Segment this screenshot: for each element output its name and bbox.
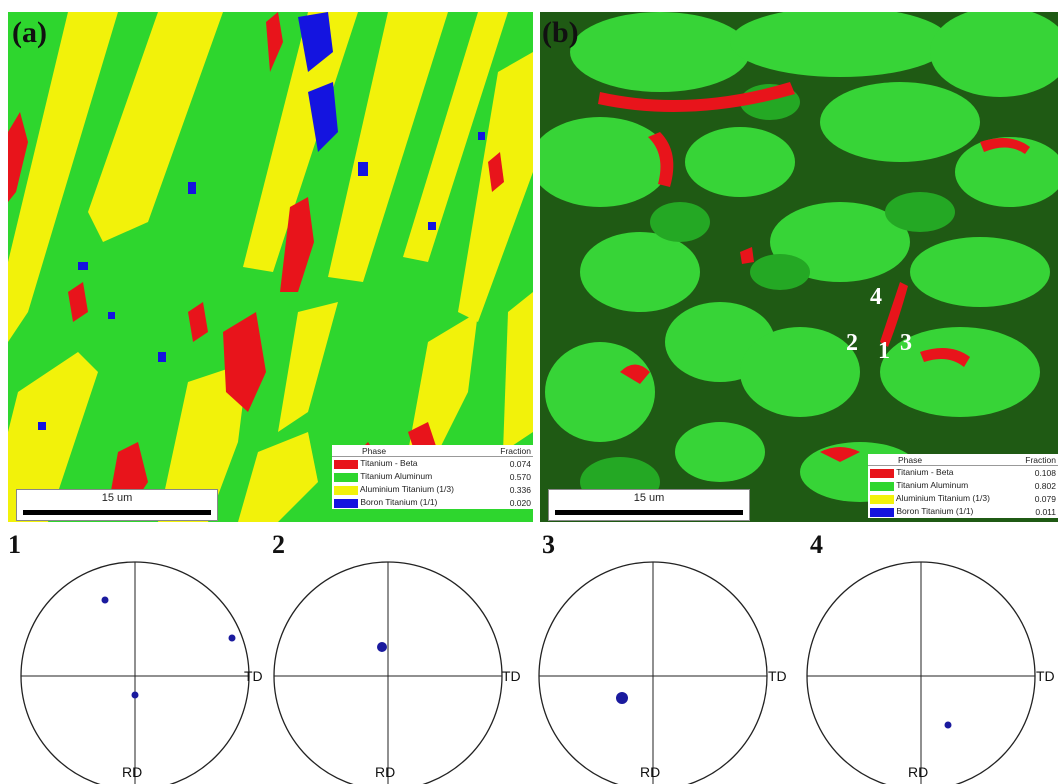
pole-figure-4-number: 4 [810, 530, 823, 559]
phase-legend-b: Phase Fraction Titanium - Beta 0.108 Tit… [868, 454, 1058, 518]
legend-b-fraction: 0.802 [1034, 480, 1056, 491]
legend-b-row: Titanium - Beta 0.108 [868, 466, 1058, 480]
legend-a-row: Titanium Aluminum 0.570 [332, 470, 533, 483]
scale-bar-b-text: 15 um [633, 492, 665, 504]
legend-a-swatch-tib [334, 498, 358, 508]
legend-b-row: Aluminium Titanium (1/3) 0.079 [868, 492, 1058, 505]
legend-b-fraction: 0.079 [1034, 493, 1056, 504]
phase-map-a: (a) 15 um Phase Fraction Titanium - Beta… [8, 12, 533, 522]
legend-a-swatch-beta [334, 459, 358, 469]
legend-b-header-phase: Phase [868, 454, 1017, 466]
grain-label-4: 4 [870, 284, 882, 310]
legend-b-swatch-beta [870, 468, 894, 478]
legend-a-phase: Boron Titanium (1/1) [360, 497, 438, 508]
legend-a-header-fraction: Fraction [489, 445, 533, 457]
scale-bar-a-line [23, 510, 211, 515]
pole-figure-2-rd-label: RD [375, 764, 396, 780]
scale-bar-b: 15 um [548, 489, 750, 521]
scale-bar-a: 15 um [16, 489, 218, 521]
legend-a-swatch-tial [334, 472, 358, 482]
legend-b-phase: Aluminium Titanium (1/3) [895, 493, 990, 504]
pole-point [228, 634, 236, 642]
grain-label-2: 2 [846, 330, 858, 356]
pole-figure-2: 2 TD RD [264, 528, 524, 784]
legend-b-swatch-ti3al [870, 494, 894, 504]
pole-figure-2-number: 2 [272, 530, 285, 559]
pole-figure-1-rd-label: RD [122, 764, 143, 780]
legend-a-fraction: 0.020 [509, 497, 531, 508]
pole-point [616, 692, 628, 704]
legend-b-phase: Titanium Aluminum [896, 480, 969, 491]
pole-figure-3-plot [538, 561, 768, 784]
grain-label-1: 1 [878, 338, 890, 364]
legend-a-fraction: 0.074 [509, 458, 531, 469]
pole-figure-1-plot [20, 561, 250, 784]
legend-a-header-phase: Phase [332, 445, 489, 457]
legend-b-phase: Boron Titanium (1/1) [896, 506, 974, 517]
pole-figure-2-td-label: TD [502, 668, 521, 684]
pole-figure-4: 4 TD RD [802, 528, 1062, 784]
pole-figure-3-rd-label: RD [640, 764, 661, 780]
legend-a-row: Aluminium Titanium (1/3) 0.336 [332, 483, 533, 496]
legend-a-row: Titanium - Beta 0.074 [332, 457, 533, 471]
scale-bar-a-text: 15 um [101, 492, 133, 504]
legend-b-swatch-tial [870, 481, 894, 491]
legend-a-fraction: 0.570 [509, 471, 531, 482]
legend-b-swatch-tib [870, 507, 894, 517]
pole-figure-3-number: 3 [542, 530, 555, 559]
pole-point [944, 721, 952, 729]
phase-legend-a: Phase Fraction Titanium - Beta 0.074 Tit… [332, 445, 533, 509]
phase-map-a-image [8, 12, 533, 522]
phase-map-b: (b) 4 2 1 3 15 um Phase Fraction Titaniu… [540, 12, 1058, 522]
legend-a-phase: Titanium - Beta [360, 458, 418, 469]
legend-b-row: Boron Titanium (1/1) 0.011 [868, 505, 1058, 518]
legend-b-fraction: 0.011 [1035, 506, 1056, 517]
legend-b-row: Titanium Aluminum 0.802 [868, 479, 1058, 492]
pole-figure-3: 3 TD RD [534, 528, 794, 784]
legend-a-phase: Aluminium Titanium (1/3) [359, 484, 454, 495]
legend-a-swatch-ti3al [334, 485, 358, 495]
phase-map-b-image [540, 12, 1058, 522]
legend-a-fraction: 0.336 [509, 484, 531, 495]
pole-figure-4-td-label: TD [1036, 668, 1055, 684]
pole-figure-4-rd-label: RD [908, 764, 929, 780]
pole-figure-1-td-label: TD [244, 668, 263, 684]
legend-b-phase: Titanium - Beta [896, 467, 954, 478]
pole-point [131, 691, 139, 699]
panel-b-label: (b) [542, 16, 579, 49]
pole-point [377, 642, 387, 652]
legend-b-fraction: 0.108 [1034, 467, 1056, 478]
panel-a-label: (a) [12, 16, 47, 49]
scale-bar-b-line [555, 510, 743, 515]
pole-figure-2-plot [273, 561, 503, 784]
pole-figure-3-td-label: TD [768, 668, 787, 684]
legend-a-phase: Titanium Aluminum [360, 471, 433, 482]
pole-figure-1: 1 TD RD [0, 528, 263, 784]
pole-point [101, 596, 109, 604]
legend-b-header-fraction: Fraction [1016, 454, 1058, 466]
pole-figure-1-number: 1 [8, 530, 21, 559]
grain-label-3: 3 [900, 330, 912, 356]
legend-a-row: Boron Titanium (1/1) 0.020 [332, 496, 533, 509]
pole-figure-4-plot [806, 561, 1036, 784]
